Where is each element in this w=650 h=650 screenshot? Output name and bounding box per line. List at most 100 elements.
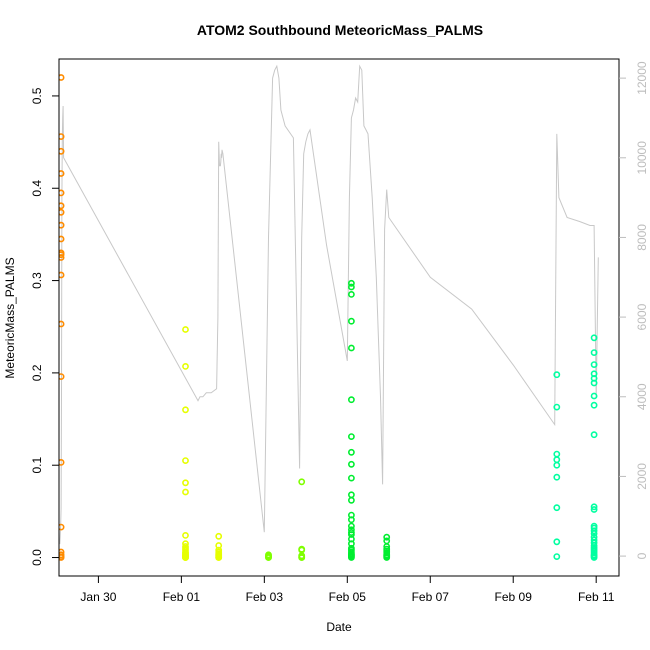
data-point [347,554,355,561]
data-point [298,546,306,554]
data-point [347,317,355,325]
data-point [590,392,598,400]
data-point [347,516,355,524]
data-point [182,532,189,539]
y2-tick-label: 10000 [635,141,649,175]
data-point [265,554,272,561]
x-tick-label: Feb 05 [329,590,367,604]
data-point [298,478,306,486]
x-axis: Jan 30 Feb 01 Feb 03 Feb 05 Feb 07 Feb 09 Feb … [80,575,615,604]
data-point [347,491,355,499]
data-point [215,554,223,561]
y-tick-label: 0.5 [30,87,44,104]
data-point [182,479,189,487]
y-tick-label: 0.4 [30,180,44,197]
data-point [590,503,598,511]
data-point [553,450,561,458]
data-point [590,554,598,561]
data-point [215,532,223,540]
data-point [59,170,65,177]
data-point [553,504,561,512]
y2-tick-label: 8000 [635,224,649,251]
data-point [182,554,189,561]
x-tick-label: Jan 30 [80,590,116,604]
data-point [590,401,598,409]
data-point [553,461,561,469]
data-point [590,361,598,368]
data-point [347,448,355,456]
data-point [347,460,355,468]
data-point [383,537,391,545]
data-point [59,373,65,380]
data-point [59,74,65,81]
data-point [59,271,65,279]
points-layer [59,74,598,561]
data-point [553,371,561,379]
data-point [383,533,391,541]
y2-axis: 0 2000 4000 6000 8000 10000 12000 [619,61,649,559]
y2-tick-label: 4000 [635,383,649,410]
y2-tick-label: 12000 [635,61,649,95]
data-point [59,251,65,259]
secondary-line-layer [59,64,599,545]
data-point [347,474,355,482]
data-point [590,334,598,342]
data-point [590,506,598,513]
data-point [298,554,306,561]
y2-tick-label: 2000 [635,463,649,490]
data-point [553,403,561,411]
data-point [590,431,598,439]
data-point [59,254,65,261]
data-point [59,189,65,197]
x-tick-label: Feb 11 [578,590,615,604]
data-point [182,326,189,333]
data-point [590,349,598,356]
data-point [590,379,598,387]
y2-tick-label: 6000 [635,303,649,330]
data-point [59,133,65,140]
x-tick-label: Feb 09 [495,590,533,604]
x-tick-label: Feb 03 [246,590,284,604]
data-point [347,279,355,287]
data-point [59,523,65,531]
chart-title: ATOM2 Southbound MeteoricMass_PALMS [197,22,483,38]
data-point [59,221,65,229]
data-point [182,488,189,496]
data-point [383,554,391,561]
y-tick-label: 0.3 [30,272,44,289]
data-point [59,320,65,328]
data-point [59,208,65,216]
y-tick-label: 0.2 [30,364,44,381]
data-point [59,554,65,561]
data-point [553,456,561,464]
data-point [347,433,355,440]
data-point [590,530,598,537]
data-point [182,362,189,370]
data-point [59,235,65,243]
data-point [182,406,189,414]
y-axis-label: MeteoricMass_PALMS [3,257,17,378]
data-point [59,147,65,155]
y-tick-label: 0.0 [30,549,44,566]
data-point [553,553,561,560]
plot-frame [58,58,620,577]
data-point [553,538,561,546]
y2-tick-label: 0 [635,552,649,559]
x-tick-label: Feb 07 [412,590,450,604]
data-point [347,496,355,504]
secondary-series-line [59,64,599,545]
x-tick-label: Feb 01 [163,590,201,604]
x-axis-label: Date [326,620,352,634]
y-axis: 0.0 0.1 0.2 0.3 0.4 0.5 [30,87,59,566]
data-point [347,522,355,530]
data-point [347,290,355,298]
data-point [347,283,355,291]
data-point [553,473,561,481]
data-point [590,527,598,535]
data-point [59,202,65,210]
y-tick-label: 0.1 [30,457,44,474]
data-point [59,459,65,466]
data-point [347,396,355,404]
data-point [182,457,189,464]
